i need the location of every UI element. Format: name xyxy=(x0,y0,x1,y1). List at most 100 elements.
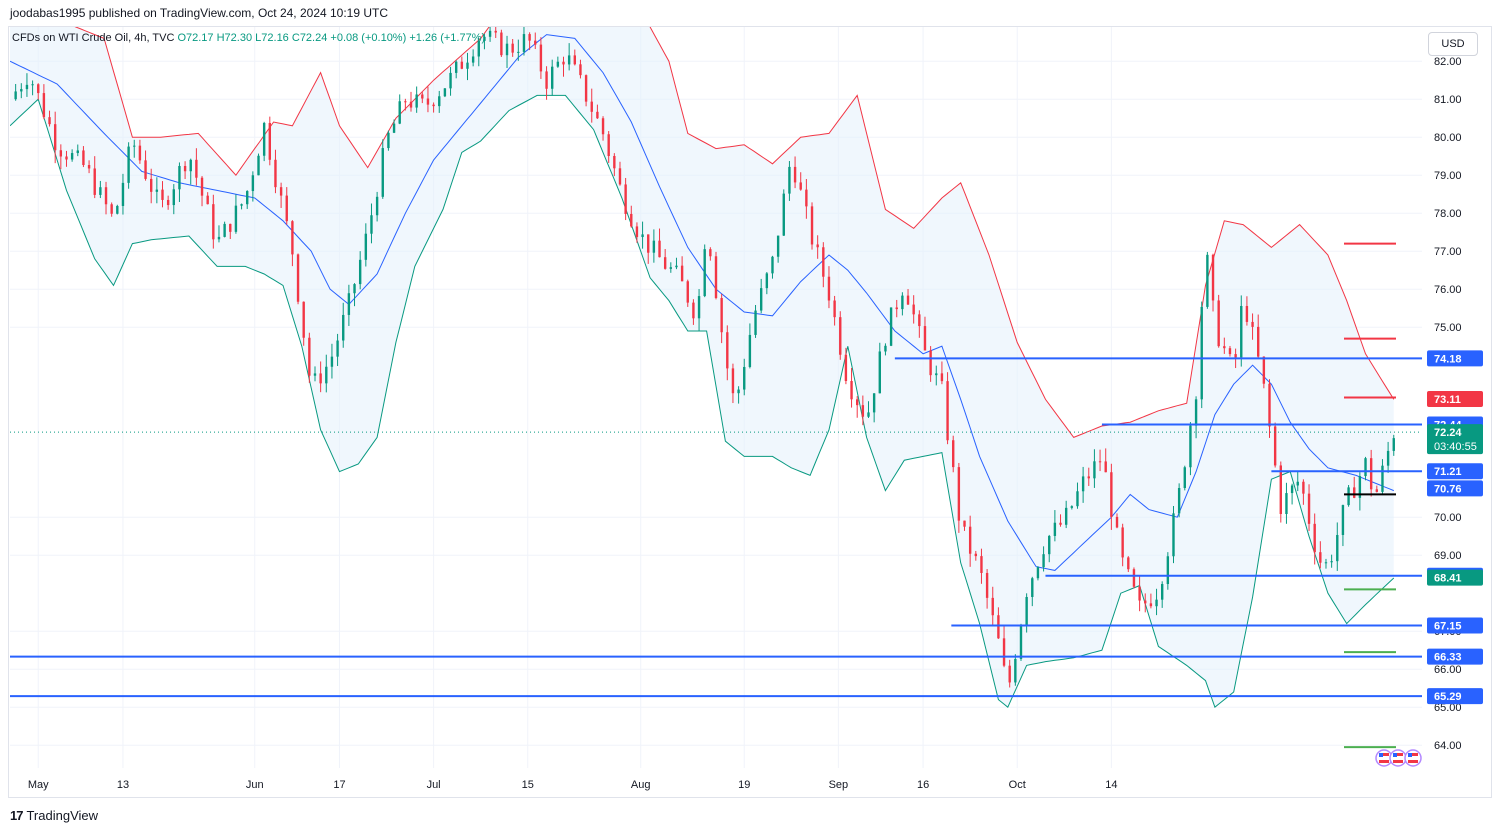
candle-body xyxy=(584,75,588,102)
x-tick-label: Sep xyxy=(829,779,849,791)
candle-body xyxy=(867,412,870,417)
candle-body xyxy=(409,101,413,108)
candle-body xyxy=(443,88,447,97)
price-tag-67.15: 67.15 xyxy=(1427,617,1483,634)
lower-band-line xyxy=(10,94,1395,709)
candle-body xyxy=(404,101,407,103)
candle-body xyxy=(1347,487,1350,506)
candle-body xyxy=(1155,599,1158,607)
candle-body xyxy=(1194,399,1198,426)
legend-low: L72.16 xyxy=(255,32,289,44)
candle-body xyxy=(1172,513,1175,557)
candle-body xyxy=(669,267,673,269)
candle-body xyxy=(1081,476,1085,492)
candle-body xyxy=(827,276,831,301)
candle-body xyxy=(663,257,667,269)
candle-body xyxy=(1200,306,1203,400)
candle-body xyxy=(850,380,853,400)
candle-body xyxy=(342,314,345,341)
candle-body xyxy=(291,221,294,255)
candle-body xyxy=(1381,465,1384,492)
candle-body xyxy=(313,373,317,376)
candle-body xyxy=(1273,426,1277,466)
candle-body xyxy=(539,44,543,72)
candle-body xyxy=(1138,586,1141,601)
candle-body xyxy=(494,30,497,33)
candle-body xyxy=(782,193,785,236)
candle-body xyxy=(562,61,565,65)
y-tick-label: 76.00 xyxy=(1434,284,1462,296)
candle-body xyxy=(1285,493,1288,515)
chart-frame xyxy=(8,26,1492,798)
candle-body xyxy=(1375,489,1379,492)
candle-body xyxy=(353,284,356,294)
candle-body xyxy=(703,249,706,297)
price-tag-label: 65.29 xyxy=(1434,691,1462,703)
y-tick-label: 69.00 xyxy=(1434,550,1462,562)
candle-body xyxy=(980,556,983,573)
price-tag-72.24: 72.24 03:40:55 xyxy=(1427,424,1483,455)
candle-body xyxy=(251,175,255,192)
candle-body xyxy=(929,350,932,376)
publisher-line: joodabas1995 published on TradingView.co… xyxy=(10,6,389,20)
candle-body xyxy=(1025,596,1028,627)
candle-body xyxy=(229,223,232,232)
currency-selector[interactable]: USD xyxy=(1428,32,1478,56)
candle-body xyxy=(31,84,34,86)
candle-body xyxy=(1098,461,1102,463)
y-tick-label: 65.00 xyxy=(1434,702,1462,714)
band-fill xyxy=(10,27,1394,708)
candle-body xyxy=(624,184,627,214)
candle-body xyxy=(358,259,362,285)
candle-body xyxy=(1076,491,1079,507)
candle-body xyxy=(1166,556,1170,585)
candle-body xyxy=(1296,481,1299,486)
candle-body xyxy=(720,298,723,333)
candle-body xyxy=(776,235,780,257)
candle-body xyxy=(517,51,520,53)
candle-body xyxy=(398,101,401,124)
candle-body xyxy=(878,351,881,394)
candle-body xyxy=(161,189,164,200)
candle-body xyxy=(144,160,147,179)
candle-body xyxy=(37,84,40,94)
candle-body xyxy=(1019,626,1023,659)
candle-body xyxy=(138,145,142,161)
candle-body xyxy=(1149,603,1153,607)
candle-body xyxy=(466,62,469,69)
candle-body xyxy=(534,40,537,45)
candle-body xyxy=(268,122,272,160)
candle-body xyxy=(87,165,91,169)
candle-body xyxy=(1121,527,1124,558)
candle-body xyxy=(93,168,96,195)
candle-body xyxy=(217,236,221,240)
candle-body xyxy=(940,373,944,382)
price-tag-70.76: 70.76 xyxy=(1427,480,1483,497)
economic-event-flag-icon xyxy=(1389,749,1407,767)
candle-body xyxy=(42,93,46,118)
candle-body xyxy=(709,249,712,257)
footer-branding[interactable]: 17 TradingView xyxy=(10,805,98,825)
candle-body xyxy=(771,256,774,274)
candle-body xyxy=(545,71,548,89)
x-tick-label: Jul xyxy=(427,779,441,791)
candle-body xyxy=(1110,472,1113,517)
candle-body xyxy=(511,43,514,53)
candle-body xyxy=(974,553,978,557)
candle-body xyxy=(1364,458,1367,477)
price-tag-label: 71.21 xyxy=(1434,466,1462,478)
candle-body xyxy=(1014,658,1017,683)
candle-body xyxy=(759,288,763,311)
candle-body xyxy=(872,393,876,413)
candle-body xyxy=(296,254,300,302)
candle-body xyxy=(1251,321,1254,327)
candle-body xyxy=(76,150,79,154)
candle-body xyxy=(556,61,560,67)
candle-body xyxy=(607,134,610,156)
candle-body xyxy=(596,111,599,119)
y-tick-label: 79.00 xyxy=(1434,170,1462,182)
candle-body xyxy=(189,159,192,172)
candle-body xyxy=(246,191,249,205)
candle-body xyxy=(906,295,910,305)
